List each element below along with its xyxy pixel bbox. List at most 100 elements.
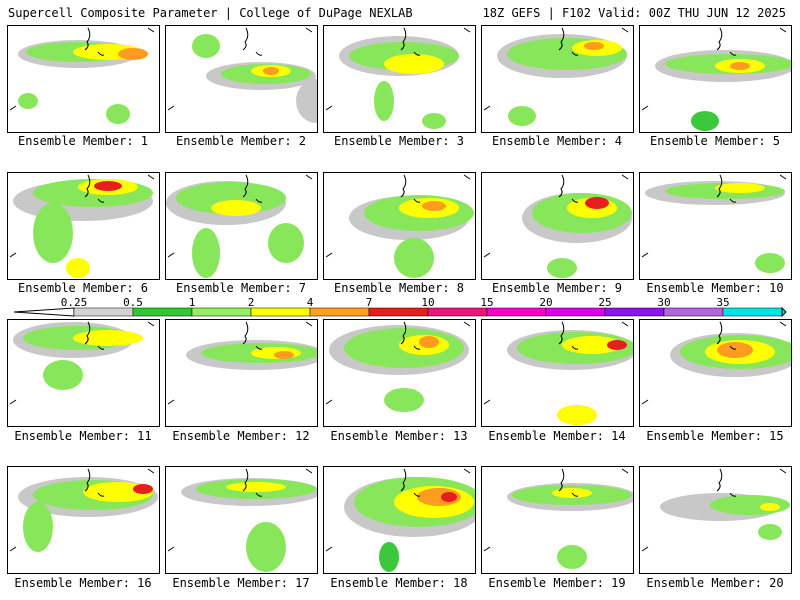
scp-contour-fill bbox=[106, 104, 130, 124]
coastline bbox=[558, 321, 579, 350]
legend-swatch bbox=[427, 307, 488, 317]
coastline bbox=[400, 468, 421, 497]
ensemble-member-map bbox=[7, 172, 160, 280]
panel-label: Ensemble Member: 4 bbox=[491, 134, 623, 148]
scp-contour-fill bbox=[192, 34, 220, 58]
ensemble-member-map bbox=[323, 466, 476, 574]
ensemble-member-map bbox=[639, 466, 792, 574]
scp-contour-fill bbox=[296, 79, 317, 123]
legend-swatch bbox=[545, 307, 606, 317]
coastline bbox=[9, 468, 155, 552]
scp-contour-fill bbox=[758, 524, 782, 540]
scp-contour-fill bbox=[33, 203, 73, 263]
legend-tick-label: 15 bbox=[480, 296, 493, 309]
scp-contour-fill bbox=[584, 42, 604, 50]
scp-contour-fill bbox=[394, 238, 434, 278]
legend-tick-label: 10 bbox=[421, 296, 434, 309]
scp-field bbox=[9, 174, 155, 278]
coastline bbox=[641, 27, 787, 111]
coastline bbox=[483, 174, 629, 258]
legend-swatch bbox=[191, 307, 252, 317]
coastline bbox=[167, 468, 313, 552]
panel-label: Ensemble Member: 9 bbox=[491, 281, 623, 295]
scp-contour-fill bbox=[274, 351, 294, 359]
scp-contour-fill bbox=[691, 111, 719, 131]
panel-label: Ensemble Member: 6 bbox=[17, 281, 149, 295]
panel-label: Ensemble Member: 14 bbox=[488, 429, 626, 443]
scp-field bbox=[167, 27, 317, 123]
panel-label: Ensemble Member: 2 bbox=[175, 134, 307, 148]
legend-swatch bbox=[132, 307, 193, 317]
ensemble-member-map bbox=[639, 172, 792, 280]
legend-tick-label: 7 bbox=[366, 296, 373, 309]
panel-label: Ensemble Member: 15 bbox=[646, 429, 784, 443]
scp-contour-fill bbox=[607, 340, 627, 350]
ensemble-member-map bbox=[165, 466, 318, 574]
scp-contour-fill bbox=[66, 258, 90, 278]
coastline bbox=[9, 321, 155, 405]
scp-field bbox=[167, 321, 317, 405]
legend-swatch bbox=[250, 307, 311, 317]
coastline bbox=[325, 174, 471, 258]
scp-field bbox=[9, 321, 155, 405]
ensemble-member-map bbox=[639, 319, 792, 427]
coastline bbox=[483, 468, 629, 552]
scp-contour-fill bbox=[422, 201, 446, 211]
legend-tick-label: 1 bbox=[189, 296, 196, 309]
coastline bbox=[84, 27, 105, 56]
map-title: Supercell Composite Parameter | College … bbox=[8, 6, 413, 20]
scp-field bbox=[483, 468, 633, 569]
legend-swatch bbox=[604, 307, 665, 317]
scp-contour-fill bbox=[419, 336, 439, 348]
scp-field bbox=[325, 468, 475, 572]
scp-contour-fill bbox=[755, 253, 785, 273]
coastline bbox=[483, 27, 629, 111]
ensemble-member-map bbox=[7, 319, 160, 427]
panel-label: Ensemble Member: 7 bbox=[175, 281, 307, 295]
scp-contour-fill bbox=[94, 181, 122, 191]
scp-contour-fill bbox=[379, 542, 399, 572]
scp-field bbox=[641, 27, 791, 131]
coastline bbox=[84, 321, 105, 350]
scp-contour-fill bbox=[192, 228, 220, 278]
ensemble-member-map bbox=[481, 172, 634, 280]
scp-contour-fill bbox=[43, 360, 83, 390]
scp-contour-fill bbox=[422, 113, 446, 129]
scp-contour-fill bbox=[226, 482, 286, 492]
coastline bbox=[84, 174, 105, 203]
ensemble-member-map bbox=[323, 172, 476, 280]
panel-label: Ensemble Member: 10 bbox=[646, 281, 784, 295]
coastline bbox=[9, 174, 155, 258]
scp-contour-fill bbox=[374, 81, 394, 121]
ensemble-member-map bbox=[639, 25, 792, 133]
panel-label: Ensemble Member: 12 bbox=[172, 429, 310, 443]
ensemble-member-map bbox=[7, 466, 160, 574]
coastline bbox=[167, 27, 313, 111]
scp-field bbox=[483, 27, 629, 126]
scp-contour-fill bbox=[715, 183, 765, 193]
scp-field bbox=[166, 174, 313, 278]
panel-label: Ensemble Member: 18 bbox=[330, 576, 468, 590]
coastline bbox=[641, 174, 787, 258]
scp-field bbox=[483, 174, 632, 278]
panel-label: Ensemble Member: 5 bbox=[649, 134, 781, 148]
scp-contour-fill bbox=[263, 67, 279, 75]
coastline bbox=[400, 321, 421, 350]
panel-label: Ensemble Member: 13 bbox=[330, 429, 468, 443]
ensemble-member-map bbox=[165, 25, 318, 133]
ensemble-member-map bbox=[165, 172, 318, 280]
panel-label: Ensemble Member: 19 bbox=[488, 576, 626, 590]
scp-field bbox=[641, 321, 791, 405]
scp-field bbox=[641, 174, 787, 273]
scp-field bbox=[325, 27, 471, 129]
ensemble-member-map bbox=[323, 25, 476, 133]
coastline bbox=[242, 174, 263, 203]
scp-field bbox=[9, 27, 155, 124]
coastline bbox=[716, 468, 737, 497]
panel-label: Ensemble Member: 20 bbox=[646, 576, 784, 590]
coastline bbox=[325, 27, 471, 111]
panel-label: Ensemble Member: 17 bbox=[172, 576, 310, 590]
legend-tick-label: 0.25 bbox=[61, 296, 88, 309]
legend-swatch bbox=[309, 307, 370, 317]
legend-tick-label: 20 bbox=[539, 296, 552, 309]
